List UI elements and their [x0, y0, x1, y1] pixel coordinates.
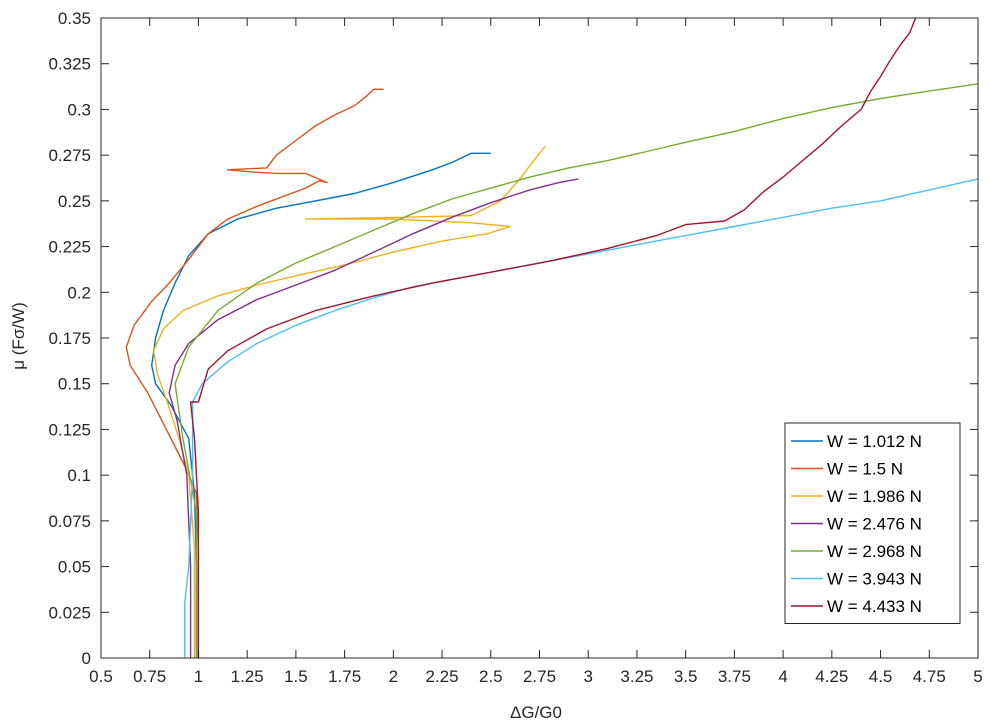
- x-tick-label: 4.25: [815, 667, 848, 686]
- series-line-7: [189, 18, 917, 658]
- plot-area: [125, 18, 978, 658]
- y-axis-title: μ (Fσ/W): [9, 302, 28, 370]
- legend-label-3: W = 1.986 N: [827, 487, 922, 506]
- x-tick-label: 2.25: [426, 667, 459, 686]
- x-tick-label: 0.5: [89, 667, 113, 686]
- y-tick-label: 0.15: [58, 375, 91, 394]
- x-tick-label: 2: [389, 667, 398, 686]
- x-tick-label: 1.5: [284, 667, 308, 686]
- legend-label-6: W = 3.943 N: [827, 570, 922, 589]
- y-tick-label: 0.3: [67, 100, 91, 119]
- x-tick-label: 2.75: [523, 667, 556, 686]
- axes: 0.5 0.75 1 1.25 1.5 1.75 2 2.25 2.5 2.75 3 3.25 3.5 3…: [48, 9, 982, 686]
- y-tick-label: 0.175: [48, 329, 91, 348]
- y-tick-label: 0.075: [48, 512, 91, 531]
- x-tick-label: 3.5: [674, 667, 698, 686]
- series-line-1: [150, 152, 491, 658]
- x-tick-label: 1: [194, 667, 203, 686]
- y-tick-label: 0.05: [58, 558, 91, 577]
- legend-label-1: W = 1.012 N: [827, 432, 922, 451]
- x-tick-label: 5: [973, 667, 982, 686]
- legend-label-7: W = 4.433 N: [827, 597, 922, 616]
- x-tick-label: 3.75: [718, 667, 751, 686]
- y-tick-label: 0.275: [48, 146, 91, 165]
- legend-label-4: W = 2.476 N: [827, 515, 922, 534]
- legend-label-5: W = 2.968 N: [827, 542, 922, 561]
- y-tick-label: 0.325: [48, 55, 91, 74]
- y-tick-label: 0.125: [48, 420, 91, 439]
- x-tick-label: 4.5: [869, 667, 893, 686]
- x-tick-label: 2.5: [479, 667, 503, 686]
- series-line-4: [168, 178, 579, 658]
- legend: W = 1.012 N W = 1.5 N W = 1.986 N W = 2.476…: [784, 422, 961, 624]
- x-tick-label: 4.75: [913, 667, 946, 686]
- x-tick-label: 4: [778, 667, 787, 686]
- series-line-5: [174, 83, 978, 658]
- y-tick-label: 0.35: [58, 9, 91, 28]
- legend-label-2: W = 1.5 N: [827, 460, 903, 479]
- y-tick-label: 0.25: [58, 192, 91, 211]
- x-axis-title: ΔG/G0: [510, 703, 562, 722]
- y-tick-label: 0.2: [67, 283, 91, 302]
- y-tick-label: 0.025: [48, 603, 91, 622]
- x-tick-label: 0.75: [133, 667, 166, 686]
- series-line-3: [152, 145, 546, 658]
- y-tick-label: 0.1: [67, 466, 91, 485]
- x-tick-label: 1.25: [231, 667, 264, 686]
- x-tick-label: 3: [583, 667, 592, 686]
- y-tick-label: 0.225: [48, 238, 91, 257]
- x-tick-label: 1.75: [328, 667, 361, 686]
- y-tick-label: 0: [82, 649, 91, 668]
- x-tick-label: 3.25: [620, 667, 653, 686]
- series-line-2: [125, 88, 384, 658]
